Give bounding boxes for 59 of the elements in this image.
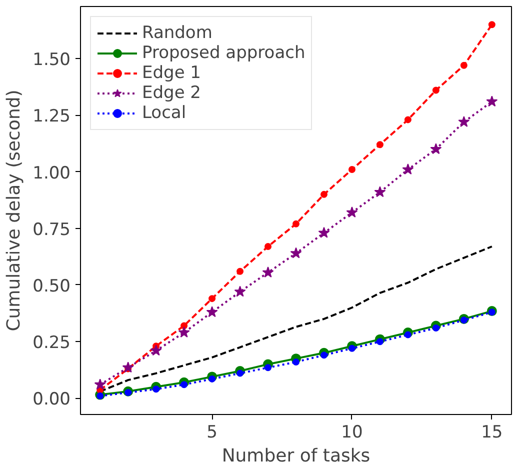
point: [488, 21, 496, 28]
y-tick-label: 0.00: [32, 390, 71, 410]
legend-label: Edge 2: [142, 83, 202, 103]
point: [402, 164, 414, 174]
point: [262, 266, 274, 278]
x-tick-label: 15: [481, 422, 503, 442]
x-tick-label: 10: [341, 422, 363, 442]
y-tick-label: 1.50: [32, 50, 71, 70]
point: [488, 308, 496, 316]
x-tick-label: 5: [206, 422, 218, 442]
point: [208, 295, 216, 302]
point: [150, 344, 162, 356]
legend-label: Local: [142, 103, 186, 123]
point: [376, 141, 384, 148]
legend-label: Proposed approach: [142, 43, 306, 63]
y-tick-label: 0.75: [32, 220, 71, 240]
legend-label: Random: [142, 23, 212, 43]
point: [264, 364, 272, 372]
point: [292, 220, 300, 228]
y-tick-label: 0.25: [32, 333, 71, 354]
point: [432, 324, 440, 332]
point: [430, 143, 442, 154]
point: [96, 392, 104, 400]
point: [236, 370, 244, 377]
point: [346, 206, 358, 218]
x-axis-title: Number of tasks: [222, 446, 370, 466]
point: [404, 331, 412, 338]
point: [234, 286, 246, 297]
point: [206, 306, 218, 318]
point: [180, 322, 188, 330]
point: [94, 378, 106, 390]
point: [458, 116, 470, 127]
point: [348, 166, 356, 174]
point: [432, 86, 440, 94]
point: [376, 338, 384, 346]
point: [264, 243, 272, 250]
legend-label: Edge 1: [142, 63, 202, 83]
point: [152, 386, 160, 393]
y-tick-label: 1.25: [32, 106, 71, 127]
point: [180, 381, 188, 388]
point: [208, 375, 216, 382]
point: [124, 389, 132, 396]
y-axis-title: Cumulative delay (second): [4, 90, 25, 332]
y-tick-label: 0.50: [32, 276, 71, 296]
point: [236, 268, 244, 275]
point: [290, 247, 302, 258]
point: [348, 344, 356, 352]
point: [486, 96, 498, 107]
point: [320, 352, 328, 359]
point: [404, 116, 412, 124]
point: [460, 316, 468, 324]
point: [374, 186, 386, 198]
point: [318, 226, 330, 238]
point: [122, 362, 134, 373]
point: [320, 190, 328, 198]
point: [460, 62, 468, 69]
point: [178, 326, 190, 338]
y-tick-label: 1.00: [32, 163, 71, 184]
point: [292, 358, 300, 366]
